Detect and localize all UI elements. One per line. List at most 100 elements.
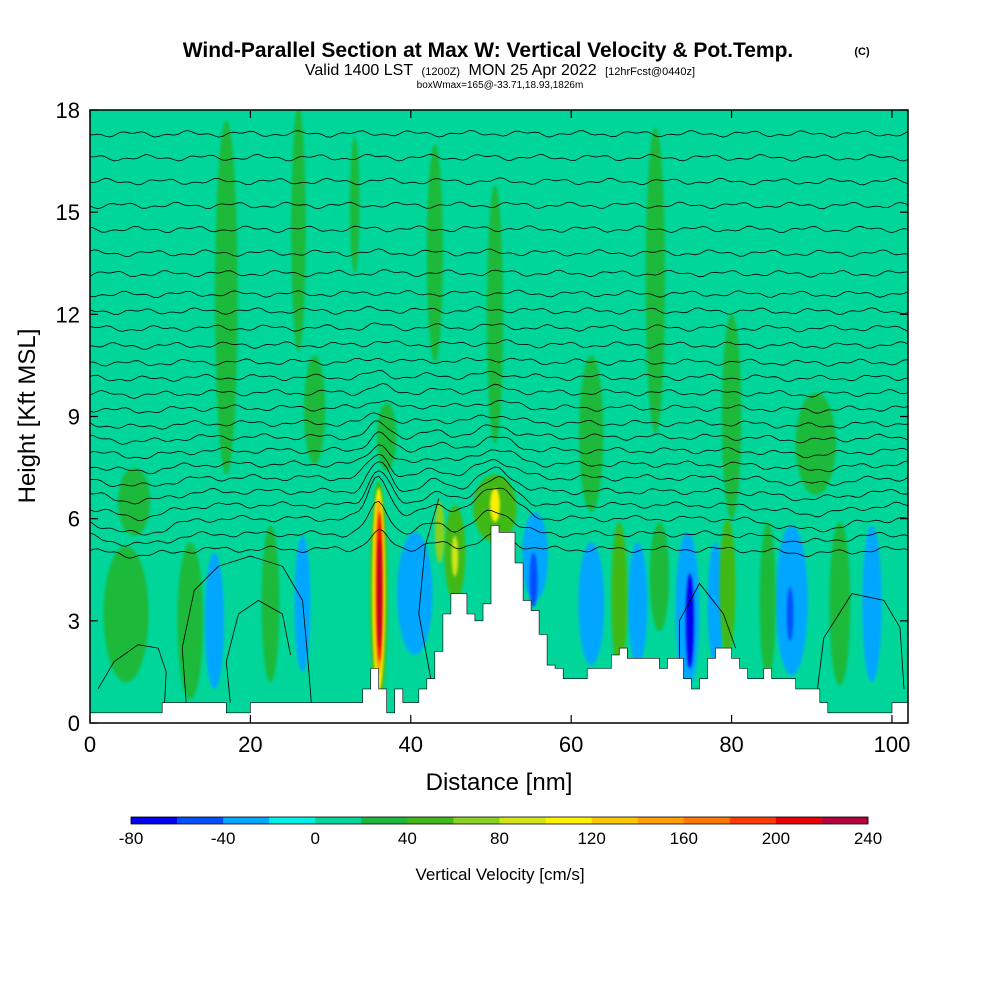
colorbar-swatch [591,817,638,824]
isentrope [90,500,908,547]
valid-time: Valid 1400 LST [305,62,413,79]
colorbar-title: Vertical Velocity [cm/s] [415,865,584,884]
colorbar-tick-label: 240 [854,829,882,848]
w-cell [451,535,459,577]
valid-time-line: Valid 1400 LST (1200Z) MON 25 Apr 2022 [… [305,62,695,79]
isentrope [90,306,908,316]
w-cell [645,127,666,434]
colorbar-swatch [131,817,178,824]
x-axis: 0 20 40 60 80 100 [84,110,910,757]
colorbar-tick-label: 40 [398,829,417,848]
isentrope-lowlevel [418,498,440,679]
isentrope [90,461,908,505]
colorbar-frame [130,816,869,825]
terrain [89,525,909,724]
isentrope [90,177,908,186]
w-cell [349,137,360,274]
isentrope [90,470,908,522]
w-cell [377,539,382,649]
colorbar-tick-label: -80 [119,829,144,848]
isentrope-lowlevel [679,582,736,679]
colorbar-swatch [453,817,500,824]
w-cell [862,525,882,683]
colorbar-swatch [545,817,592,824]
w-cell [304,355,325,465]
w-cell [486,184,504,444]
isentrope [90,225,908,234]
y-tick-label: 18 [56,98,80,123]
isentrope [90,475,908,536]
colorbar-tick-label: 80 [490,829,509,848]
colorbar-swatch [407,817,454,824]
w-cell [786,586,794,642]
w-cell [628,542,648,666]
x-tick-label: 20 [238,732,262,757]
colorbar-swatch [729,817,777,824]
y-tick-label: 12 [56,302,80,327]
isentrope [90,383,908,399]
w-cell [103,545,149,683]
w-cell [721,314,742,519]
isentrope [90,357,908,367]
isentrope [90,289,908,298]
colorbar-swatch [499,817,546,824]
isentrope [90,248,908,258]
colorbar-swatch [177,817,224,824]
isentrope-lowlevel [97,644,167,703]
isentrope [90,153,908,162]
colorbar-tick-label: 200 [762,829,790,848]
colorbar-tick-label: 0 [311,829,320,848]
w-cell [177,542,204,700]
w-cell [405,559,425,635]
w-cell [118,467,151,536]
w-cell [795,392,836,495]
y-axis-title: Height [Kft MSL] [14,329,41,504]
w-cell [204,552,224,689]
w-cell [719,518,736,655]
isentrope [90,369,908,383]
isentrope-lowlevel [225,599,291,703]
w-cell [215,120,238,475]
y-axis: 0 3 6 9 12 15 18 [56,98,908,736]
colorbar-swatch [683,817,731,824]
isentrope [90,431,908,460]
isentrope [90,420,908,445]
x-tick-label: 60 [559,732,583,757]
colorbar-swatch [821,817,869,824]
y-tick-label: 0 [68,711,80,736]
w-cell [829,522,851,686]
isentrope [90,129,908,138]
x-axis-title: Distance [nm] [426,769,573,796]
x-tick-label: 0 [84,732,96,757]
colorbar: -80 -40 0 40 80 120 160 200 240 [119,816,882,848]
isentrope [90,412,908,430]
isentrope [90,322,908,333]
w-cell [490,488,500,523]
w-cell [611,522,628,672]
colorbar-tick-label: -40 [211,829,236,848]
w-cell [529,552,538,608]
plot-area: 0 20 40 60 80 100 0 3 6 9 12 15 18 [56,98,911,757]
colorbar-swatch [315,817,362,824]
colorbar-swatch [269,817,316,824]
forecast-tag: [12hrFcst@0440z] [605,66,695,78]
w-cell [434,501,445,563]
y-tick-label: 6 [68,507,80,532]
isentrope [90,201,908,210]
isentrope [90,444,908,475]
chart-title: Wind-Parallel Section at Max W: Vertical… [183,39,794,62]
isentrope [90,453,908,487]
vertical-velocity-field [103,110,882,706]
x-tick-label: 80 [719,732,743,757]
colorbar-tick-label: 120 [577,829,605,848]
valid-date: MON 25 Apr 2022 [469,62,597,79]
w-cell [759,522,776,679]
colorbar-tick-label: 160 [670,829,698,848]
colorbar-swatch [637,817,685,824]
w-cell [649,522,670,632]
y-tick-label: 15 [56,200,80,225]
isentrope-lowlevel [181,555,312,703]
w-cell [426,144,443,363]
box-wmax-line: boxWmax=165@-33.71,18.93,1826m [417,80,584,91]
